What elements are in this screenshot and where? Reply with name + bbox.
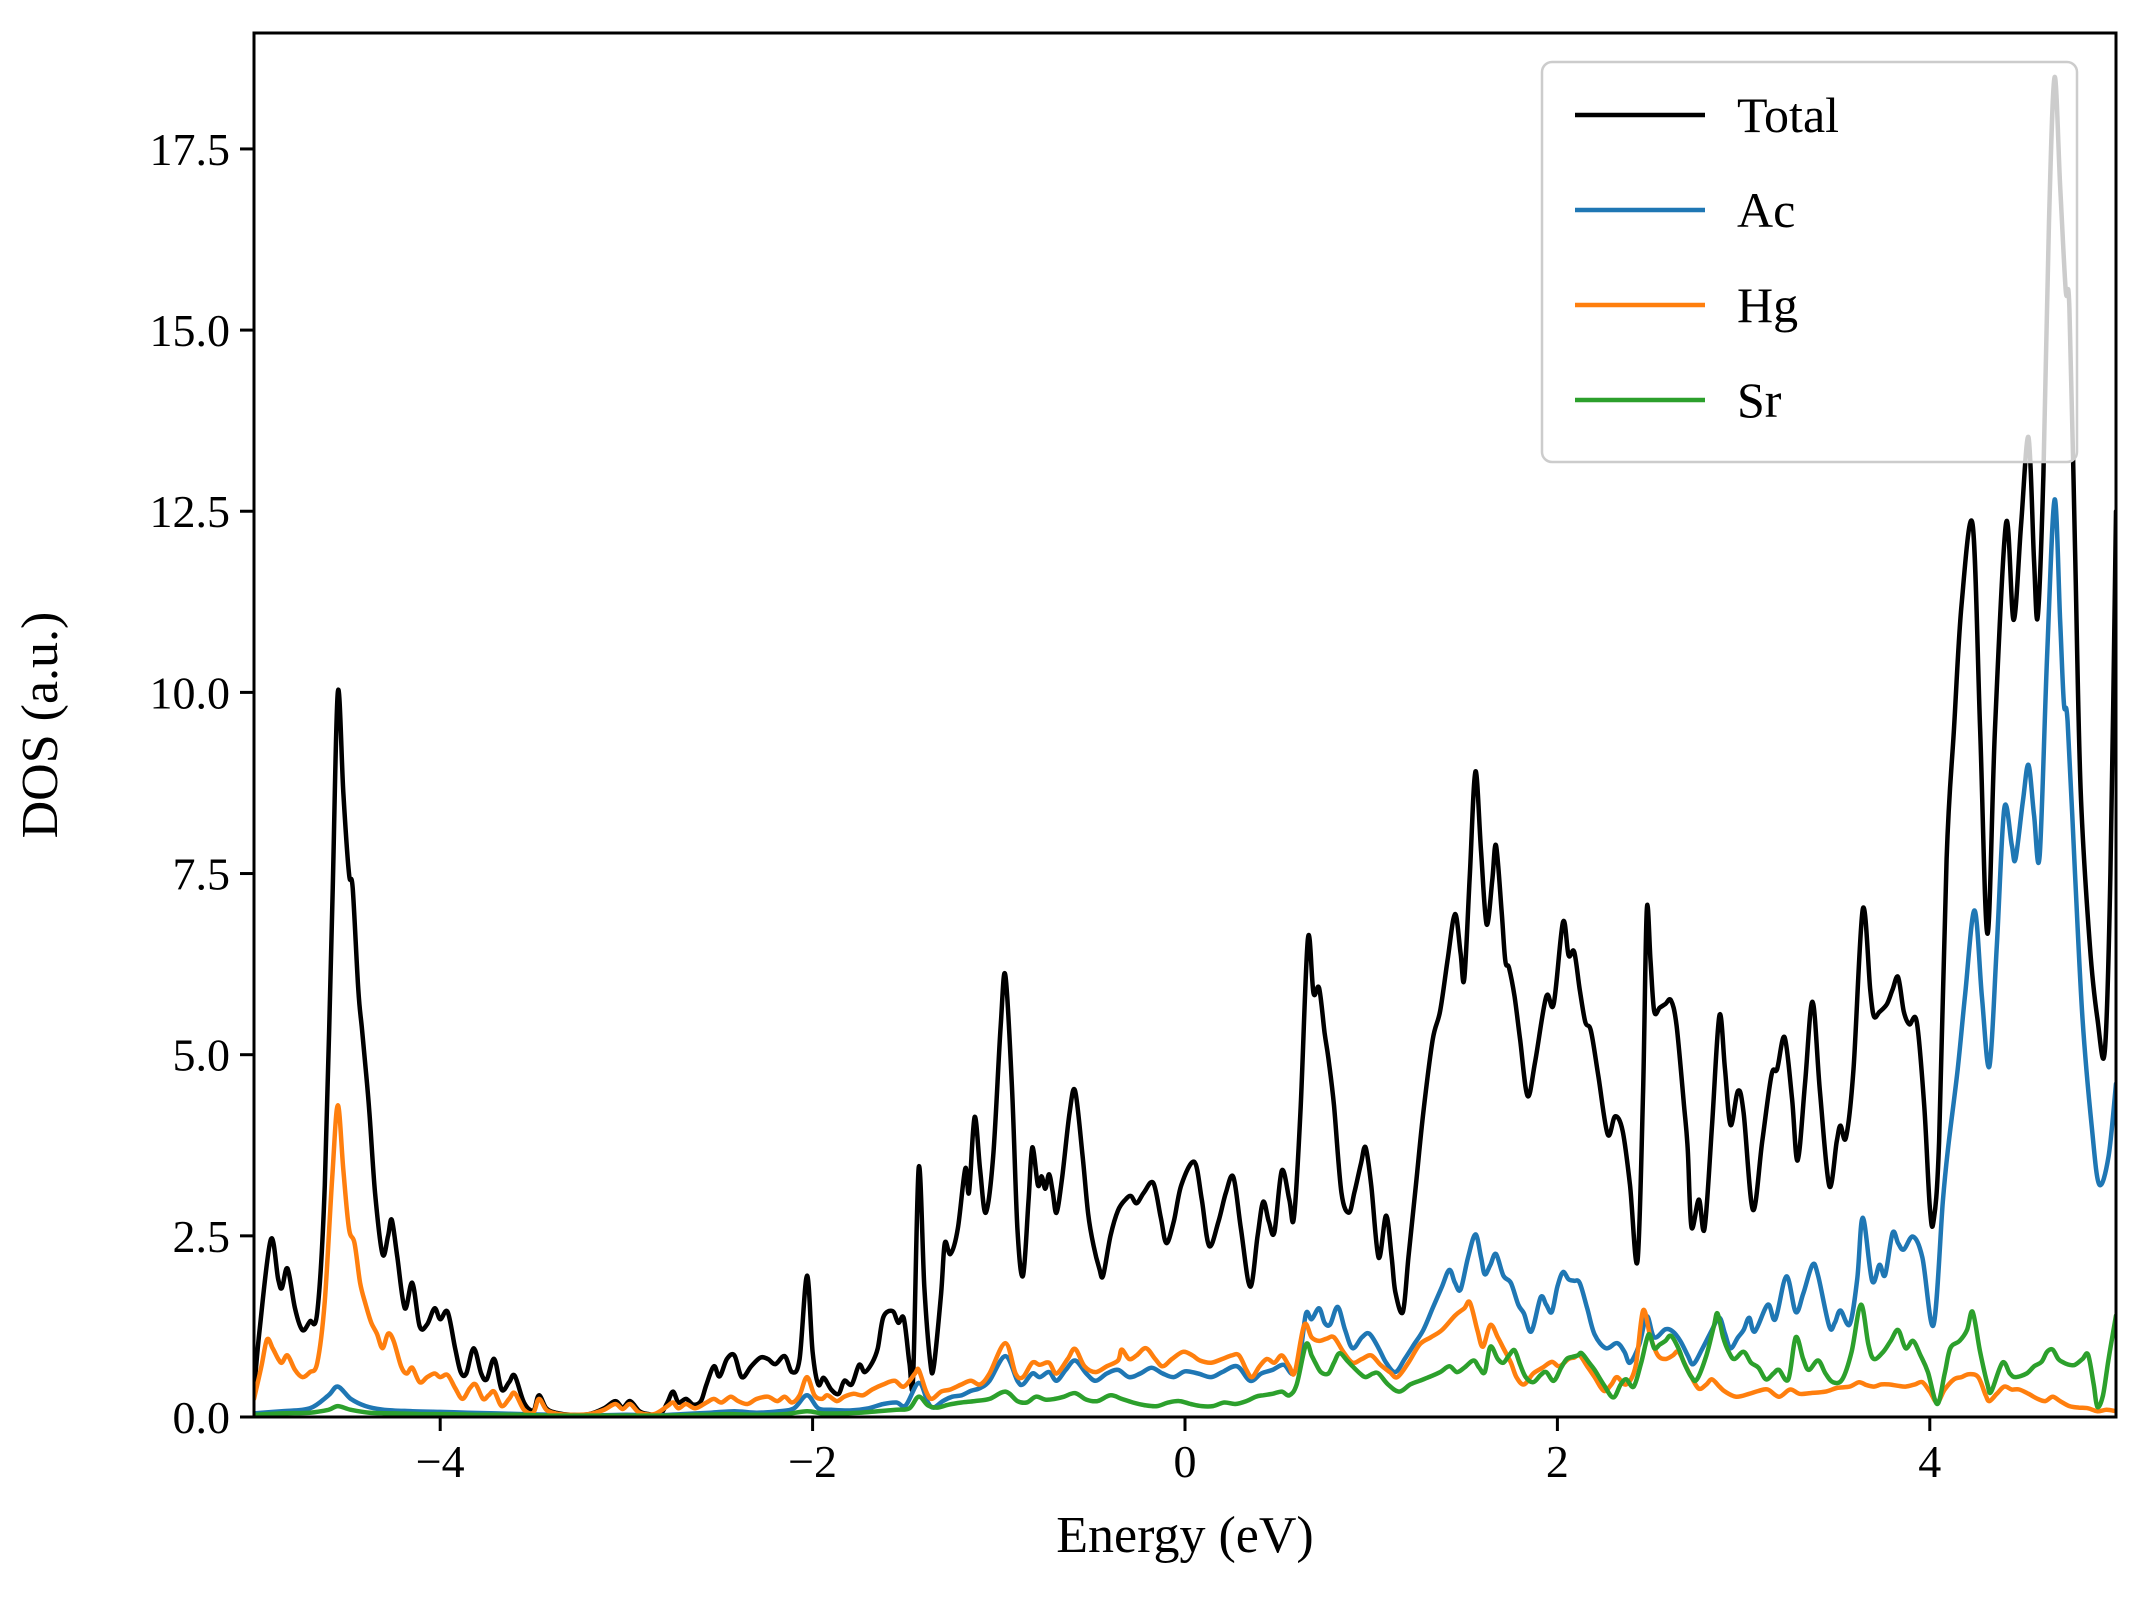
series-group xyxy=(254,74,2116,1417)
x-tick-label: 0 xyxy=(1174,1436,1197,1487)
y-tick-label: 7.5 xyxy=(173,849,231,900)
y-tick-label: 10.0 xyxy=(150,667,231,718)
y-tick-label: 12.5 xyxy=(150,486,231,537)
plot-frame xyxy=(252,31,2118,1419)
x-tick-label: −4 xyxy=(416,1436,465,1487)
y-tick-label: 2.5 xyxy=(173,1211,231,1262)
y-tick-label: 17.5 xyxy=(150,124,231,175)
series-line-hg xyxy=(254,1103,2116,1417)
x-tick-label: 4 xyxy=(1918,1436,1941,1487)
x-tick-label: −2 xyxy=(788,1436,837,1487)
legend-label-ac: Ac xyxy=(1737,182,1795,238)
legend-box xyxy=(1540,60,2079,464)
series-line-sr xyxy=(254,1302,2116,1417)
x-axis-label: Energy (eV) xyxy=(1056,1507,1314,1564)
legend-label-total: Total xyxy=(1737,87,1839,143)
x-tick-label: 2 xyxy=(1546,1436,1569,1487)
y-tick-label: 0.0 xyxy=(173,1392,231,1443)
series-line-ac xyxy=(254,497,2116,1417)
legend-label-sr: Sr xyxy=(1737,372,1782,428)
legend-label-hg: Hg xyxy=(1737,277,1798,333)
y-axis-label: DOS (a.u.) xyxy=(12,612,69,839)
y-tick-label: 5.0 xyxy=(173,1030,231,1081)
y-tick-label: 15.0 xyxy=(150,305,231,356)
